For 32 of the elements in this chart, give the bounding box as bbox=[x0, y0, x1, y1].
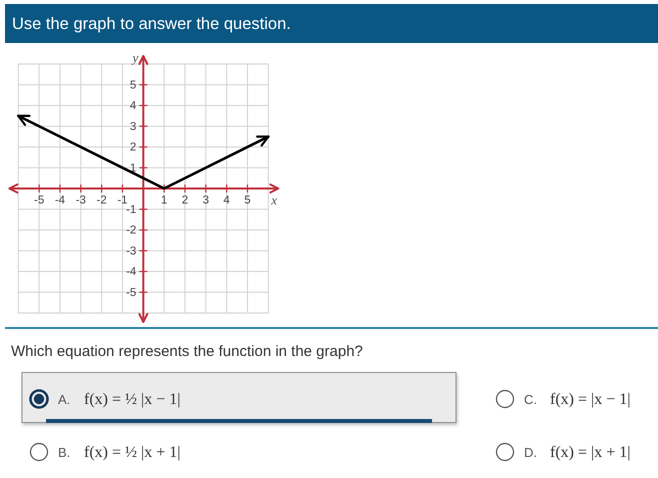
y-tick-label: 5 bbox=[130, 79, 136, 92]
y-tick-label: -5 bbox=[126, 286, 136, 299]
y-axis-title: y bbox=[130, 50, 139, 65]
y-tick-label: -4 bbox=[126, 266, 137, 278]
x-tick-label: -3 bbox=[76, 194, 86, 207]
x-tick-label: 2 bbox=[182, 194, 188, 207]
x-tick-label: -2 bbox=[96, 194, 107, 207]
x-tick-label: -4 bbox=[54, 194, 66, 207]
text: D. bbox=[524, 445, 537, 460]
chart-title: Use the graph to answer the question. bbox=[12, 15, 291, 33]
x-tick-label: 3 bbox=[202, 194, 210, 207]
x-tick-label: 5 bbox=[244, 194, 251, 207]
text: B. bbox=[58, 445, 70, 460]
text: Which equation represents the function in the graph? bbox=[11, 343, 363, 360]
text: C. bbox=[524, 392, 537, 407]
x-tick-label: -5 bbox=[34, 194, 44, 207]
x-tick-label: -1 bbox=[117, 194, 128, 207]
text: A. bbox=[58, 392, 70, 407]
text: f(x) = |x + 1| bbox=[550, 444, 630, 461]
text: f(x) = ½ |x + 1| bbox=[84, 444, 180, 461]
x-tick-label: 1 bbox=[160, 194, 168, 207]
x-axis-title: x bbox=[270, 192, 278, 208]
x-tick-label: 4 bbox=[223, 194, 230, 207]
y-tick-label: -1 bbox=[126, 204, 136, 216]
text: f(x) = |x − 1| bbox=[550, 391, 630, 408]
y-tick-label: 4 bbox=[130, 100, 137, 112]
y-tick-label: 1 bbox=[130, 162, 136, 174]
y-tick-label: -3 bbox=[126, 245, 136, 258]
y-tick-label: 3 bbox=[130, 120, 136, 133]
y-tick-label: -2 bbox=[126, 224, 136, 237]
text: f(x) = ½ |x − 1| bbox=[84, 391, 180, 408]
y-tick-label: 2 bbox=[130, 142, 136, 154]
